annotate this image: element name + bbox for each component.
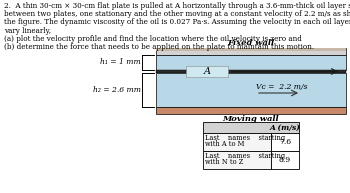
- Bar: [156, 55, 346, 70]
- Text: Last    names    starting: Last names starting: [205, 134, 285, 142]
- Bar: [156, 107, 346, 114]
- Bar: [203, 133, 271, 151]
- Bar: [156, 70, 346, 73]
- Text: A (m/s): A (m/s): [270, 124, 300, 131]
- Text: (b) determine the force that needs to be applied on the plate to maintain this m: (b) determine the force that needs to be…: [4, 43, 314, 51]
- Text: between two plates, one stationary and the other moving at a constant velocity o: between two plates, one stationary and t…: [4, 10, 350, 18]
- Text: with A to M: with A to M: [205, 141, 244, 148]
- Text: 8.9: 8.9: [279, 156, 291, 164]
- Bar: [156, 48, 346, 51]
- Bar: [203, 151, 271, 169]
- Bar: [156, 73, 346, 107]
- Bar: [186, 66, 228, 77]
- Text: 2.  A thin 30-cm × 30-cm flat plate is pulled at A horizontally through a 3.6-mm: 2. A thin 30-cm × 30-cm flat plate is pu…: [4, 2, 350, 10]
- Text: with N to Z: with N to Z: [205, 158, 243, 167]
- Text: Moving wall: Moving wall: [223, 115, 279, 123]
- Text: (a) plot the velocity profile and find the location where the oil velocity is ze: (a) plot the velocity profile and find t…: [4, 35, 302, 43]
- Bar: [271, 133, 299, 151]
- Bar: [271, 151, 299, 169]
- Text: 7.6: 7.6: [279, 138, 291, 146]
- Text: the figure. The dynamic viscosity of the oil is 0.027 Pa·s. Assuming the velocit: the figure. The dynamic viscosity of the…: [4, 18, 350, 26]
- Text: Vᴄ =  2.2 m/s: Vᴄ = 2.2 m/s: [256, 83, 308, 91]
- Text: Last    names    starting: Last names starting: [205, 152, 285, 160]
- Text: Fixed wall: Fixed wall: [228, 39, 274, 47]
- Text: h₁ = 1 mm: h₁ = 1 mm: [100, 58, 141, 67]
- Bar: [156, 48, 346, 55]
- Text: A: A: [203, 67, 210, 75]
- Bar: [203, 122, 299, 133]
- Text: h₂ = 2.6 mm: h₂ = 2.6 mm: [93, 86, 141, 94]
- Text: F: F: [349, 66, 350, 75]
- Text: vary linearly,: vary linearly,: [4, 27, 51, 35]
